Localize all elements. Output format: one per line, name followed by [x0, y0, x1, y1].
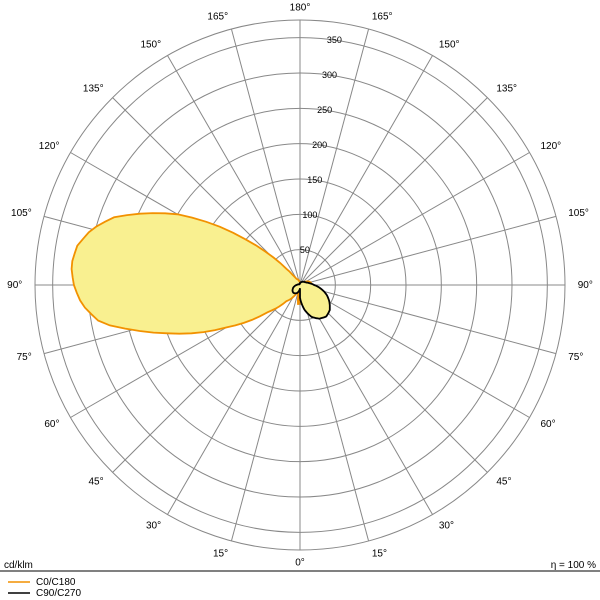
svg-text:200: 200: [312, 140, 327, 150]
svg-text:150°: 150°: [439, 39, 460, 50]
svg-text:100: 100: [302, 210, 317, 220]
svg-text:250: 250: [317, 105, 332, 115]
svg-text:cd/klm: cd/klm: [4, 560, 33, 571]
svg-text:0°: 0°: [295, 558, 305, 569]
svg-text:15°: 15°: [213, 548, 228, 559]
svg-text:45°: 45°: [88, 476, 103, 487]
svg-text:120°: 120°: [541, 141, 562, 152]
svg-text:105°: 105°: [11, 208, 32, 219]
svg-text:45°: 45°: [496, 476, 511, 487]
svg-text:135°: 135°: [496, 84, 517, 95]
svg-text:75°: 75°: [17, 352, 32, 363]
svg-text:300: 300: [322, 70, 337, 80]
svg-text:165°: 165°: [372, 12, 393, 23]
svg-text:90°: 90°: [578, 280, 593, 291]
svg-text:90°: 90°: [7, 280, 22, 291]
svg-text:30°: 30°: [439, 521, 454, 532]
svg-text:150: 150: [307, 175, 322, 185]
svg-text:60°: 60°: [541, 419, 556, 430]
svg-text:C0/C180: C0/C180: [36, 577, 76, 588]
svg-text:105°: 105°: [568, 208, 589, 219]
svg-text:350: 350: [327, 35, 342, 45]
svg-text:30°: 30°: [146, 521, 161, 532]
polar-chart: 50 100 150 200 250 300 350 0° 15° 15° 30° 30° 45° 45°…: [0, 0, 600, 600]
svg-text:150°: 150°: [140, 39, 161, 50]
svg-text:50: 50: [300, 245, 310, 255]
chart-svg: 50 100 150 200 250 300 350 0° 15° 15° 30° 30° 45° 45°…: [0, 0, 600, 600]
svg-text:η = 100 %: η = 100 %: [551, 560, 596, 571]
svg-text:C90/C270: C90/C270: [36, 588, 81, 599]
svg-text:75°: 75°: [568, 352, 583, 363]
svg-text:120°: 120°: [39, 141, 60, 152]
svg-text:60°: 60°: [44, 419, 59, 430]
svg-text:15°: 15°: [372, 548, 387, 559]
svg-text:180°: 180°: [290, 2, 311, 13]
svg-text:135°: 135°: [83, 84, 104, 95]
svg-text:165°: 165°: [207, 12, 228, 23]
